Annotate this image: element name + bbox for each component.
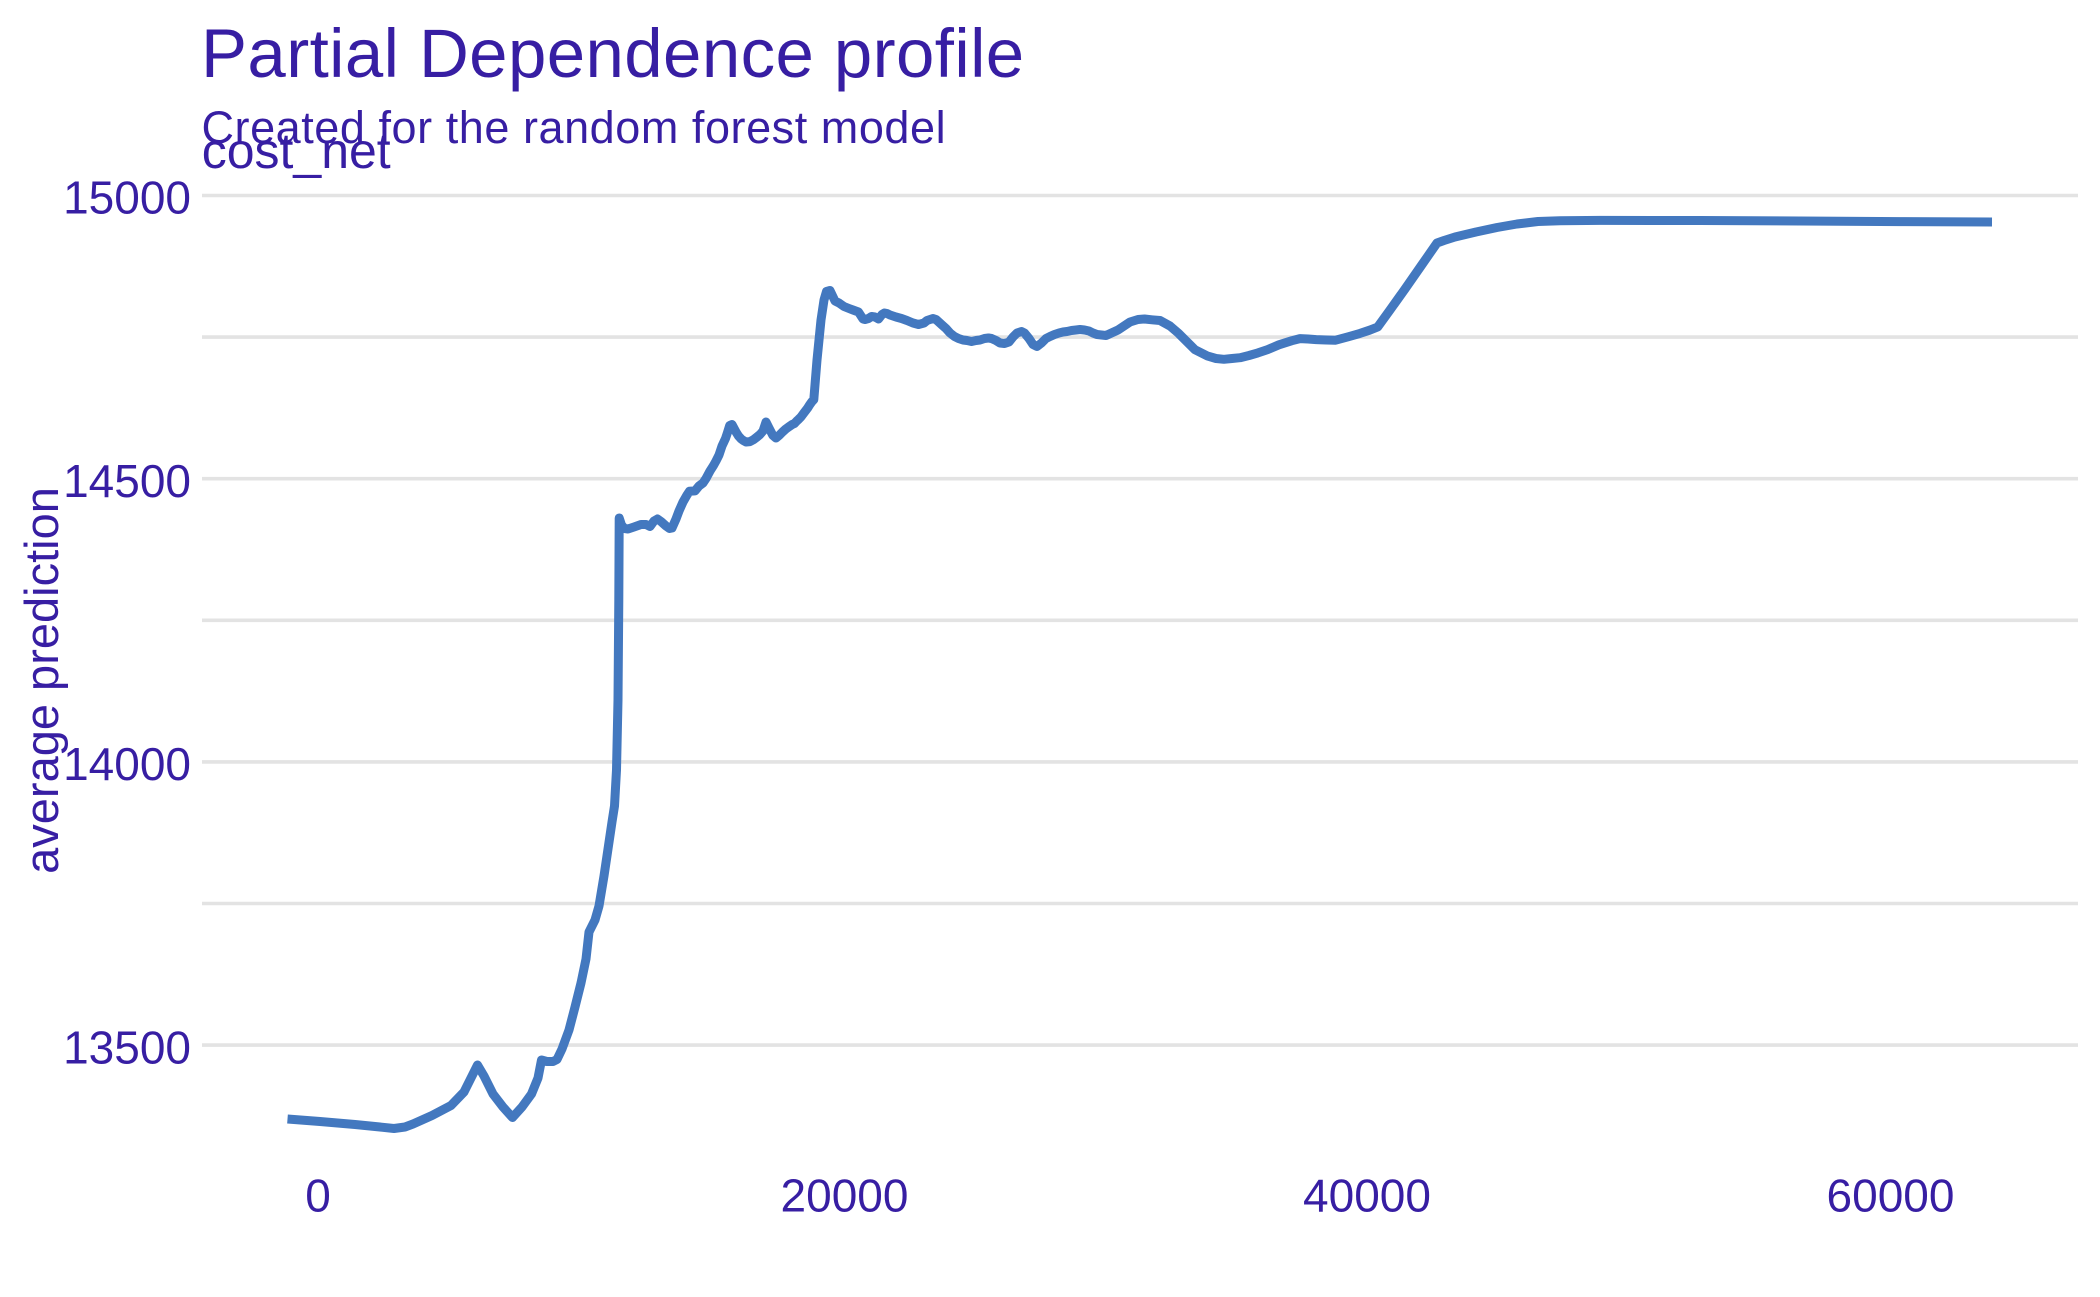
svg-text:Partial Dependence profile: Partial Dependence profile [201, 15, 1025, 92]
svg-text:cost_net: cost_net [202, 123, 391, 179]
svg-text:14000: 14000 [63, 738, 191, 790]
svg-text:14500: 14500 [63, 455, 191, 507]
svg-text:15000: 15000 [63, 172, 191, 224]
svg-text:40000: 40000 [1303, 1170, 1431, 1222]
svg-text:0: 0 [305, 1170, 331, 1222]
svg-text:13500: 13500 [63, 1021, 191, 1073]
svg-text:average prediction: average prediction [15, 487, 68, 874]
svg-text:20000: 20000 [781, 1170, 909, 1222]
svg-text:60000: 60000 [1827, 1170, 1955, 1222]
svg-text:Created for the random forest: Created for the random forest model [202, 102, 947, 153]
